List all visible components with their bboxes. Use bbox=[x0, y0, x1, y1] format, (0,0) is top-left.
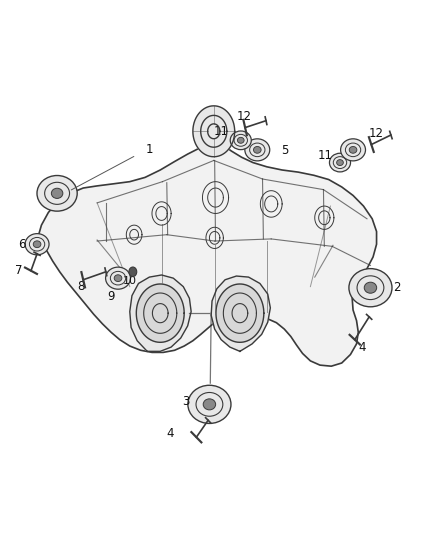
Ellipse shape bbox=[245, 139, 270, 161]
Text: 6: 6 bbox=[18, 238, 25, 251]
Ellipse shape bbox=[33, 241, 41, 248]
Text: 5: 5 bbox=[281, 144, 289, 157]
Polygon shape bbox=[211, 276, 270, 351]
Ellipse shape bbox=[203, 399, 215, 410]
Ellipse shape bbox=[349, 269, 392, 307]
Text: 9: 9 bbox=[107, 290, 115, 303]
Ellipse shape bbox=[230, 131, 251, 150]
Text: 4: 4 bbox=[359, 341, 366, 353]
Text: 4: 4 bbox=[166, 427, 174, 440]
Ellipse shape bbox=[114, 275, 122, 281]
Text: 11: 11 bbox=[214, 125, 229, 138]
Ellipse shape bbox=[329, 154, 350, 172]
Text: 11: 11 bbox=[318, 149, 333, 161]
Ellipse shape bbox=[349, 147, 357, 154]
Ellipse shape bbox=[254, 147, 261, 154]
Ellipse shape bbox=[106, 267, 131, 289]
Polygon shape bbox=[216, 284, 264, 342]
Text: 1: 1 bbox=[145, 143, 153, 156]
Ellipse shape bbox=[37, 175, 77, 211]
Ellipse shape bbox=[51, 188, 63, 198]
Polygon shape bbox=[136, 284, 184, 342]
Text: 12: 12 bbox=[368, 127, 383, 140]
Ellipse shape bbox=[188, 385, 231, 423]
Polygon shape bbox=[39, 142, 377, 366]
Polygon shape bbox=[193, 106, 235, 157]
Text: 10: 10 bbox=[123, 276, 137, 286]
Text: 7: 7 bbox=[15, 264, 22, 277]
Ellipse shape bbox=[341, 139, 365, 161]
Text: 12: 12 bbox=[237, 110, 252, 124]
Ellipse shape bbox=[337, 159, 343, 166]
Circle shape bbox=[129, 267, 137, 277]
Polygon shape bbox=[130, 275, 191, 351]
Ellipse shape bbox=[364, 282, 377, 293]
Text: 2: 2 bbox=[393, 281, 401, 294]
Text: 8: 8 bbox=[77, 280, 84, 293]
Text: 3: 3 bbox=[182, 395, 189, 408]
Ellipse shape bbox=[25, 233, 49, 255]
Ellipse shape bbox=[237, 138, 244, 143]
